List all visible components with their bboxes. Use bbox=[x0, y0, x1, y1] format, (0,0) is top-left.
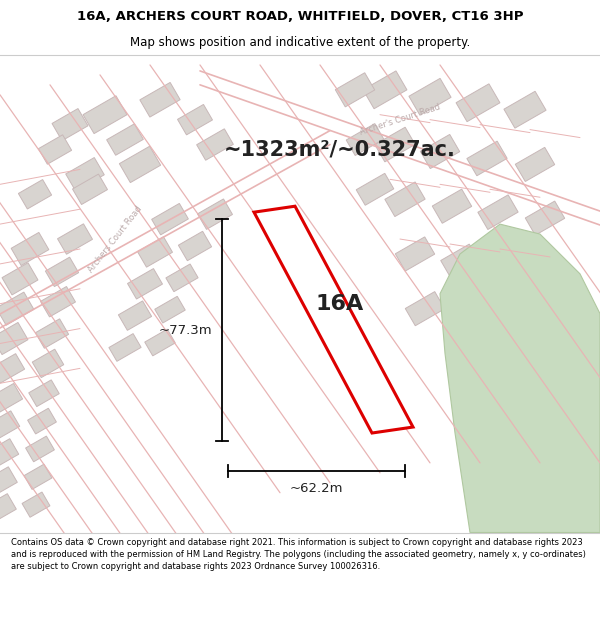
Polygon shape bbox=[73, 174, 107, 204]
Polygon shape bbox=[395, 237, 435, 271]
Polygon shape bbox=[456, 84, 500, 122]
Polygon shape bbox=[356, 173, 394, 205]
Polygon shape bbox=[29, 380, 59, 407]
Polygon shape bbox=[137, 237, 172, 267]
Polygon shape bbox=[178, 104, 212, 135]
Polygon shape bbox=[166, 264, 198, 292]
Polygon shape bbox=[26, 436, 55, 462]
Polygon shape bbox=[409, 78, 451, 115]
Polygon shape bbox=[83, 96, 127, 134]
Polygon shape bbox=[478, 195, 518, 229]
Polygon shape bbox=[197, 199, 232, 229]
Polygon shape bbox=[178, 231, 212, 261]
Polygon shape bbox=[0, 411, 20, 439]
Polygon shape bbox=[46, 257, 79, 287]
Polygon shape bbox=[19, 179, 52, 209]
Polygon shape bbox=[128, 269, 163, 299]
Polygon shape bbox=[145, 329, 175, 356]
Polygon shape bbox=[11, 232, 49, 266]
Polygon shape bbox=[254, 206, 413, 433]
Polygon shape bbox=[0, 384, 23, 413]
Polygon shape bbox=[440, 224, 600, 532]
Polygon shape bbox=[0, 322, 28, 354]
Polygon shape bbox=[38, 135, 71, 164]
Text: Contains OS data © Crown copyright and database right 2021. This information is : Contains OS data © Crown copyright and d… bbox=[11, 538, 586, 571]
Text: ~62.2m: ~62.2m bbox=[290, 482, 343, 495]
Polygon shape bbox=[109, 334, 141, 361]
Polygon shape bbox=[35, 319, 68, 348]
Text: 16A, ARCHERS COURT ROAD, WHITFIELD, DOVER, CT16 3HP: 16A, ARCHERS COURT ROAD, WHITFIELD, DOVE… bbox=[77, 10, 523, 23]
Polygon shape bbox=[2, 262, 38, 295]
Polygon shape bbox=[52, 109, 88, 141]
Polygon shape bbox=[24, 464, 52, 489]
Polygon shape bbox=[405, 292, 445, 326]
Polygon shape bbox=[0, 494, 16, 522]
Polygon shape bbox=[155, 296, 185, 323]
Polygon shape bbox=[41, 286, 76, 317]
Polygon shape bbox=[0, 439, 19, 467]
Polygon shape bbox=[486, 250, 526, 284]
Polygon shape bbox=[32, 349, 64, 378]
Polygon shape bbox=[118, 301, 152, 331]
Text: ~1323m²/~0.327ac.: ~1323m²/~0.327ac. bbox=[224, 139, 456, 159]
Polygon shape bbox=[197, 129, 233, 160]
Polygon shape bbox=[0, 292, 34, 325]
Polygon shape bbox=[515, 148, 555, 181]
Polygon shape bbox=[363, 71, 407, 109]
Polygon shape bbox=[467, 141, 507, 176]
Polygon shape bbox=[441, 244, 479, 278]
Polygon shape bbox=[432, 189, 472, 223]
Text: Archers Court Road: Archers Court Road bbox=[86, 204, 144, 274]
Polygon shape bbox=[375, 127, 415, 162]
Polygon shape bbox=[420, 134, 460, 169]
Polygon shape bbox=[504, 91, 546, 128]
Polygon shape bbox=[107, 124, 143, 155]
Polygon shape bbox=[66, 158, 104, 191]
Polygon shape bbox=[58, 224, 92, 254]
Text: Map shows position and indicative extent of the property.: Map shows position and indicative extent… bbox=[130, 36, 470, 49]
Text: Archer's Court Road: Archer's Court Road bbox=[359, 102, 442, 137]
Text: 16A: 16A bbox=[316, 294, 364, 314]
Polygon shape bbox=[119, 146, 161, 182]
Polygon shape bbox=[525, 201, 565, 235]
Polygon shape bbox=[152, 203, 188, 235]
Polygon shape bbox=[493, 305, 531, 338]
Polygon shape bbox=[346, 124, 384, 156]
Polygon shape bbox=[22, 492, 50, 518]
Text: ~77.3m: ~77.3m bbox=[158, 324, 212, 336]
Polygon shape bbox=[140, 82, 180, 117]
Polygon shape bbox=[0, 354, 25, 383]
Polygon shape bbox=[449, 299, 487, 332]
Polygon shape bbox=[335, 72, 375, 107]
Polygon shape bbox=[28, 408, 56, 434]
Polygon shape bbox=[0, 467, 17, 495]
Polygon shape bbox=[385, 182, 425, 217]
